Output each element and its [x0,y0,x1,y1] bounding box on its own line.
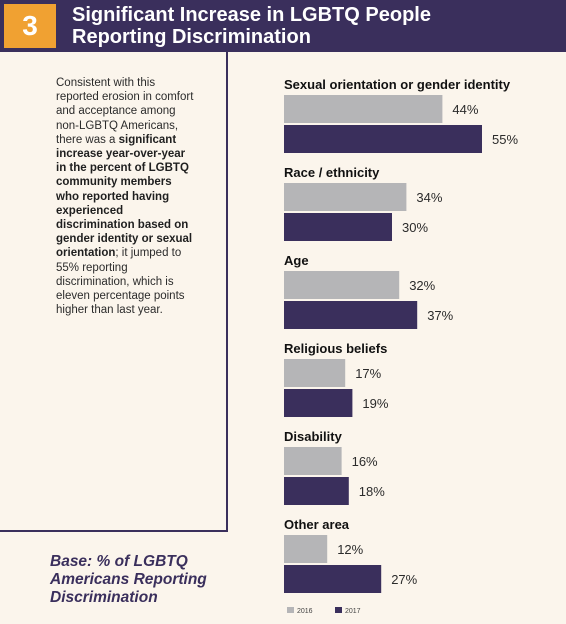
section-number: 3 [4,4,56,48]
base-note-line-1: Base: % of LGBTQ [50,553,188,570]
value-label: 19% [362,396,388,411]
category-label: Sexual orientation or gender identity [284,77,511,92]
category-label: Disability [284,429,343,444]
value-label: 37% [427,308,453,323]
value-label: 44% [452,102,478,117]
legend-swatch-2016 [287,607,294,613]
value-label: 30% [402,220,428,235]
header-banner: 3 Significant Increase in LGBTQ People R… [0,0,566,52]
body-text-outro: ; it jumped to 55% reporting discriminat… [56,247,185,317]
category-label: Religious beliefs [284,341,387,356]
value-label: 18% [359,484,385,499]
bar-2016 [284,271,400,299]
bar-2016 [284,447,342,475]
legend-label: 2017 [345,608,361,615]
body-text-bold: significant increase year-over-year in t… [56,133,193,260]
title-line-1: Significant Increase in LGBTQ People [72,4,431,26]
body-text: Consistent with this reported erosion in… [56,76,196,317]
value-label: 55% [492,132,518,147]
value-label: 17% [355,366,381,381]
bar-2017 [284,477,349,505]
base-note-line-2: Americans Reporting [50,571,207,588]
base-note-line-3: Discrimination [50,589,158,606]
base-note: Base: % of LGBTQ Americans Reporting Dis… [50,553,240,607]
category-label: Age [284,253,309,268]
body-text-intro: Consistent with this reported erosion in… [56,77,194,146]
bar-2017 [284,301,418,329]
page-title: Significant Increase in LGBTQ People Rep… [72,4,552,48]
bar-2016 [284,95,443,123]
legend-label: 2016 [297,608,313,615]
bar-2017 [284,213,392,241]
value-label: 16% [352,454,378,469]
bar-2017 [284,389,353,417]
title-line-2: Reporting Discrimination [72,26,311,48]
bar-2017 [284,125,482,153]
bar-2016 [284,359,346,387]
legend-swatch-2017 [335,607,342,613]
value-label: 32% [409,278,435,293]
value-label: 34% [416,190,442,205]
value-label: 27% [391,572,417,587]
bar-2016 [284,183,407,211]
side-panel [0,52,228,532]
category-label: Race / ethnicity [284,165,380,180]
value-label: 12% [337,542,363,557]
category-label: Other area [284,517,350,532]
bar-2016 [284,535,328,563]
bar-2017 [284,565,382,593]
